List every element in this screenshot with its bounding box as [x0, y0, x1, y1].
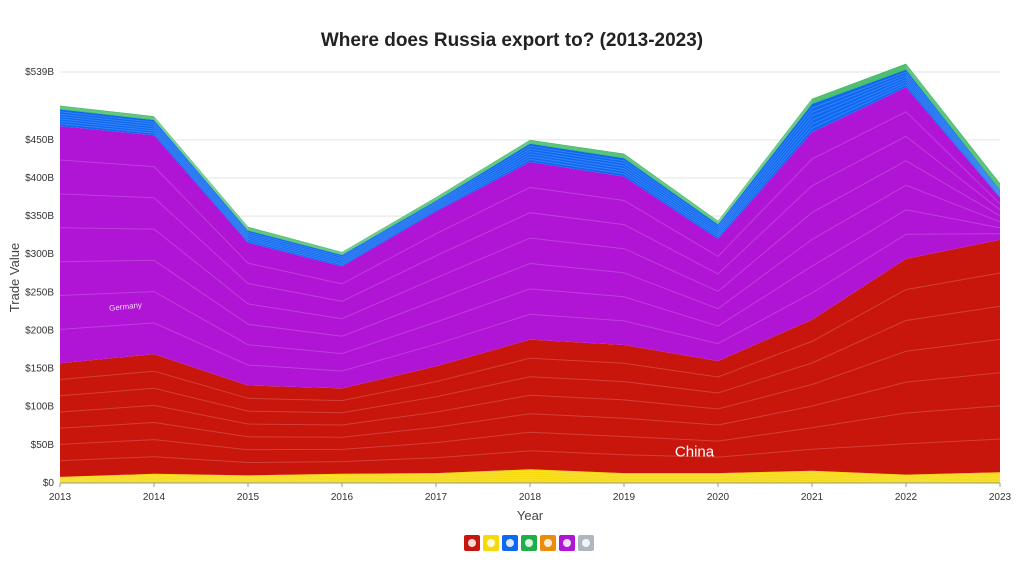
area-africa-sub-band [59, 476, 1001, 481]
y-tick-label: $400B [25, 173, 54, 184]
area-africa-sub-band [59, 478, 1001, 482]
y-axis-title: Trade Value [7, 243, 22, 312]
area-asia [60, 239, 1000, 477]
area-oceania-sub-band [59, 63, 1001, 253]
x-tick-label: 2020 [707, 492, 730, 503]
europe-alt-icon[interactable] [559, 535, 575, 551]
y-tick-label: $100B [25, 402, 54, 413]
area-asia-sub-band [59, 438, 1001, 464]
x-axis-title: Year [517, 508, 544, 523]
area-americas-sub-band [59, 71, 1001, 258]
area-oceania-sub-band [59, 65, 1001, 254]
area-africa [60, 469, 1000, 483]
area-oceania-sub-band [59, 64, 1001, 254]
annotations: China Germany [109, 300, 715, 460]
area-africa-sub-band [59, 480, 1001, 483]
annotation-china: China [675, 443, 715, 460]
area-asia-sub-band [59, 405, 1001, 451]
area-europe [60, 87, 1000, 389]
x-tick-label: 2023 [989, 492, 1012, 503]
area-oceania-sub-band [59, 66, 1001, 255]
y-tick-label: $50B [31, 440, 55, 451]
y-tick-label: $350B [25, 211, 54, 222]
area-europe-sub-band [59, 184, 1001, 337]
area-asia-sub-band [59, 272, 1001, 402]
area-asia-sub-band [59, 305, 1001, 414]
x-tick-label: 2013 [49, 492, 72, 503]
area-africa-sub-band [59, 474, 1001, 480]
area-europe-sub-band [59, 160, 1001, 320]
other-region-icon[interactable] [578, 535, 594, 551]
area-asia-sub-band [59, 372, 1001, 438]
x-tick-label: 2014 [143, 492, 166, 503]
x-tick-label: 2016 [331, 492, 354, 503]
asia-continent-icon[interactable] [464, 535, 480, 551]
annotation-germany: Germany [109, 300, 143, 312]
area-europe-sub-band [59, 233, 1001, 372]
y-tick-label: $300B [25, 249, 54, 260]
area-americas-sub-band [59, 84, 1001, 266]
y-tick-label: $150B [25, 364, 54, 375]
area-europe-sub-band [59, 111, 1001, 285]
y-tick-label: $0 [43, 478, 55, 489]
area-africa-sub-band [59, 470, 1001, 479]
oceania-continent-icon[interactable] [540, 535, 556, 551]
africa-continent-icon[interactable] [483, 535, 499, 551]
x-tick-label: 2022 [895, 492, 918, 503]
x-tick-label: 2018 [519, 492, 542, 503]
y-tick-label: $250B [25, 287, 54, 298]
area-europe-sub-band [59, 209, 1001, 355]
y-tick-label: $450B [25, 135, 54, 146]
europe-continent-icon[interactable] [502, 535, 518, 551]
area-americas-sub-band [59, 79, 1001, 263]
x-tick-label: 2017 [425, 492, 448, 503]
chart-title: Where does Russia export to? (2013-2023) [320, 30, 704, 51]
area-europe-sub-band [59, 135, 1001, 302]
area-layers [59, 63, 1001, 483]
x-tick-label: 2015 [237, 492, 260, 503]
area-oceania-sub-band [59, 68, 1001, 256]
area-asia-sub-band [59, 338, 1001, 426]
americas-continent-icon[interactable] [521, 535, 537, 551]
area-africa-sub-band [59, 472, 1001, 480]
legend [464, 535, 594, 551]
y-tick-label: $539B [25, 67, 54, 78]
area-oceania-sub-band [59, 67, 1001, 255]
area-americas-sub-band [59, 74, 1001, 259]
x-tick-label: 2021 [801, 492, 824, 503]
y-tick-label: $200B [25, 325, 54, 336]
x-tick-label: 2019 [613, 492, 636, 503]
area-americas-sub-band [59, 76, 1001, 261]
area-americas-sub-band [59, 81, 1001, 264]
axes: $0 $50B $100B $150B $200B $250B $300B $350B $400… [7, 67, 1012, 523]
